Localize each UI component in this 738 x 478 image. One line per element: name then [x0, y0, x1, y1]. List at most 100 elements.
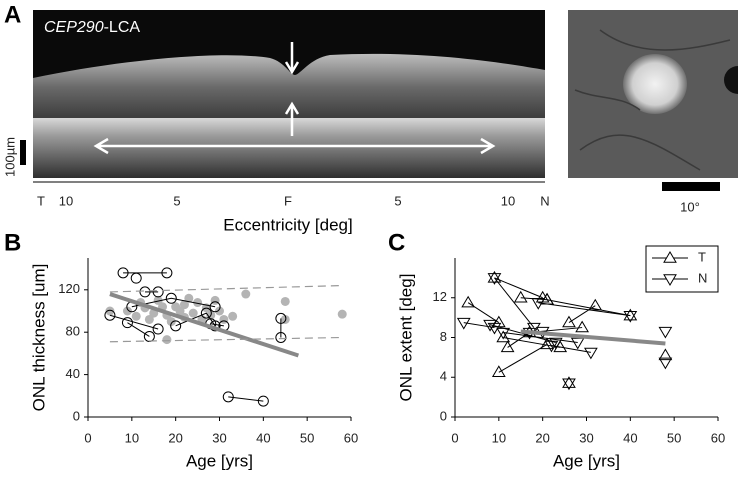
- axis-label: N: [540, 193, 549, 208]
- x-tick-label: 20: [535, 430, 549, 445]
- y-tick-label: 12: [433, 289, 447, 304]
- data-point: [575, 320, 589, 333]
- x-tick-label: 50: [667, 430, 681, 445]
- x-tick-label: 60: [711, 430, 725, 445]
- y-tick-label: 0: [73, 408, 80, 423]
- data-point: [548, 337, 563, 350]
- legend-label: N: [698, 270, 707, 285]
- y-tick-label: 8: [440, 329, 447, 344]
- data-point: [152, 286, 164, 298]
- data-point: [131, 311, 141, 321]
- y-tick-label: 4: [440, 369, 447, 384]
- data-point: [139, 286, 151, 298]
- data-point: [570, 337, 585, 350]
- data-point: [275, 332, 287, 343]
- axis-label: F: [284, 193, 292, 208]
- data-point: [170, 320, 182, 332]
- subject-line: [538, 302, 631, 317]
- oct-image: CEP290-LCA: [33, 10, 545, 178]
- subject-line: [467, 302, 500, 324]
- data-point: [104, 309, 116, 321]
- data-point: [544, 340, 559, 353]
- data-point: [280, 296, 290, 306]
- subject-line: [228, 396, 264, 402]
- y-tick-label: 40: [66, 366, 80, 381]
- data-point: [487, 273, 502, 285]
- subject-line: [494, 277, 543, 299]
- data-point: [228, 311, 238, 321]
- gene-name: CEP290: [44, 19, 104, 36]
- data-point: [483, 319, 497, 332]
- subject-line: [109, 314, 159, 330]
- data-point: [184, 293, 194, 303]
- subject-line: [503, 337, 561, 348]
- subject-line: [498, 344, 548, 373]
- data-point: [562, 376, 576, 388]
- data-point: [209, 301, 221, 313]
- subject-line: [463, 322, 495, 329]
- data-point: [658, 326, 673, 339]
- data-point: [161, 267, 173, 279]
- data-point: [456, 317, 471, 330]
- x-tick-label: 0: [451, 430, 458, 445]
- axis-label: 5: [173, 193, 180, 208]
- data-point: [500, 340, 515, 353]
- data-point: [491, 365, 506, 377]
- subject-line: [503, 332, 578, 343]
- x-tick-label: 20: [168, 430, 182, 445]
- x-tick-label: 60: [344, 430, 358, 445]
- data-point: [200, 307, 212, 319]
- data-point: [562, 315, 576, 328]
- y-axis-label: ONL thickness [um]: [29, 264, 48, 412]
- axis-label: 10: [501, 193, 515, 208]
- fundus-image: [568, 10, 738, 178]
- data-point: [531, 298, 546, 310]
- data-point: [117, 267, 129, 279]
- subject-line: [210, 323, 224, 327]
- data-point: [562, 378, 576, 391]
- data-point: [188, 308, 198, 318]
- data-point: [540, 337, 554, 350]
- x-tick-label: 40: [256, 430, 270, 445]
- data-point: [496, 330, 511, 343]
- subject-line: [127, 322, 150, 337]
- disease-name: -LCA: [104, 19, 141, 36]
- data-point: [215, 306, 224, 316]
- data-point: [461, 295, 476, 308]
- data-point: [487, 270, 502, 283]
- data-point: [152, 323, 164, 335]
- subject-line: [546, 299, 631, 317]
- data-point: [658, 357, 673, 370]
- y-tick-label: 80: [66, 324, 80, 339]
- data-point: [165, 292, 177, 304]
- eccentricity-axis: T 10 5 F 5 10 N: [37, 193, 550, 208]
- data-point: [162, 335, 172, 345]
- x-axis-label: Age [yrs]: [186, 451, 253, 470]
- data-point: [122, 306, 132, 316]
- legend-label: T: [698, 249, 706, 264]
- x-tick-label: 0: [84, 430, 91, 445]
- x-tick-label: 10: [125, 430, 139, 445]
- x-axis-label: Age [yrs]: [553, 451, 620, 470]
- fit-line: [109, 292, 300, 358]
- data-point: [588, 298, 603, 311]
- y-axis-label: ONL extent [deg]: [396, 274, 415, 402]
- data-point: [222, 391, 234, 403]
- axis-label: T: [37, 193, 45, 208]
- data-point: [337, 309, 347, 319]
- data-point: [241, 289, 251, 299]
- chart: B 0 10 20 30 40 50 60 0 40 80 120 Age [yrs] ONL thick…: [4, 229, 358, 470]
- x-tick-label: 40: [623, 430, 637, 445]
- data-point: [584, 347, 598, 360]
- legend-marker: [663, 251, 677, 263]
- x-tick-label: 30: [212, 430, 226, 445]
- x-tick-label: 50: [300, 430, 314, 445]
- legend-marker: [663, 274, 677, 286]
- axis-label: 10: [59, 193, 73, 208]
- data-point: [210, 295, 220, 305]
- axis-label: 5: [394, 193, 401, 208]
- data-point: [496, 327, 511, 340]
- scale-label: 100µm: [2, 137, 17, 177]
- subject-line: [494, 277, 535, 328]
